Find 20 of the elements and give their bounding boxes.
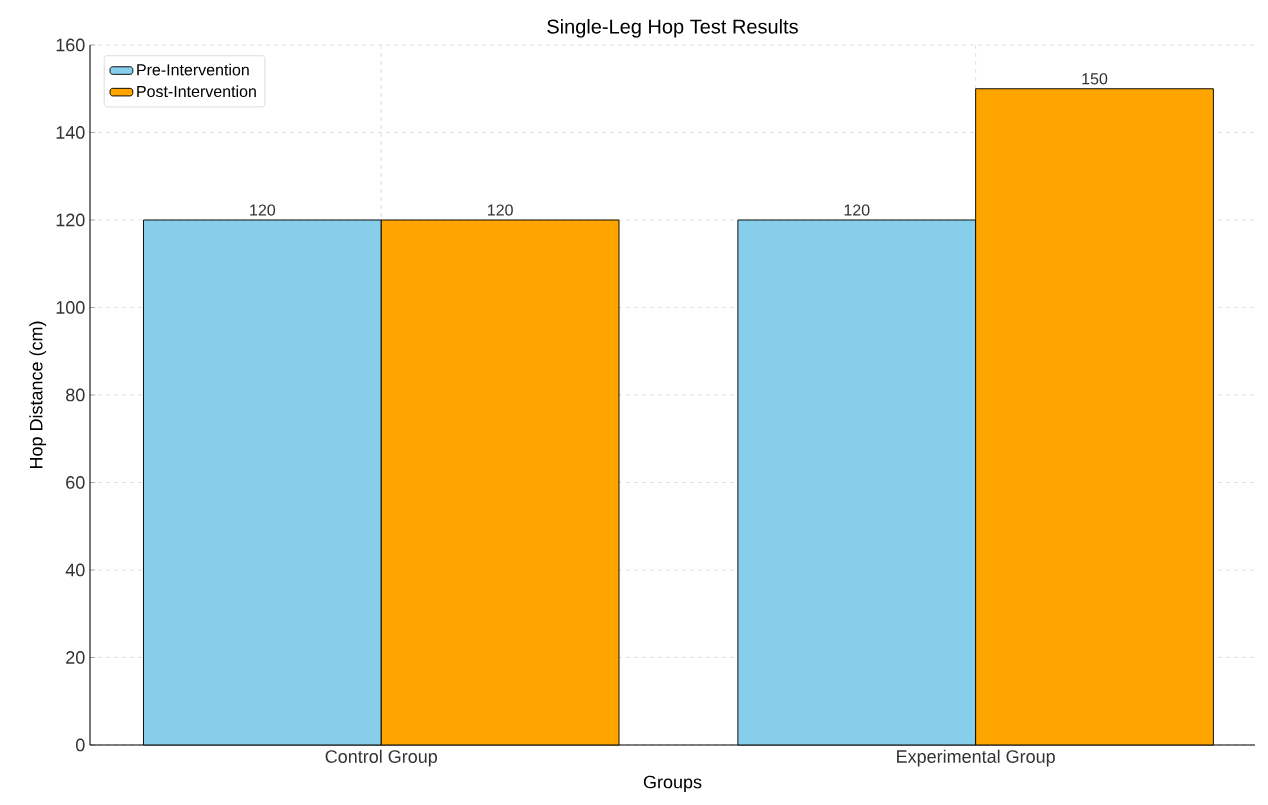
x-tick-label: Control Group — [325, 749, 437, 767]
legend-label: Pre-Intervention — [137, 63, 249, 76]
y-tick-label: 80 — [66, 388, 85, 402]
y-tick-label: 140 — [56, 126, 85, 139]
data-label: 150 — [1082, 73, 1108, 85]
y-tick-label: 60 — [66, 476, 85, 489]
data-label: 120 — [250, 204, 276, 216]
x-axis-title: Groups — [643, 775, 702, 792]
y-tick-label: 160 — [56, 38, 85, 52]
x-tick-label: Experimental Group — [897, 749, 1055, 767]
y-tick-label: 120 — [56, 213, 85, 227]
y-axis-title: Hop Distance (cm) — [29, 321, 47, 469]
y-tick-label: 40 — [65, 563, 85, 577]
y-tick-label: 100 — [56, 301, 85, 314]
legend-label: Post-Intervention — [137, 85, 256, 98]
data-label: 120 — [844, 204, 870, 216]
chart-title: Single-Leg Hop Test Results — [547, 18, 798, 38]
data-label: 120 — [488, 204, 513, 216]
y-tick-label: 20 — [66, 651, 85, 664]
y-tick-label: 0 — [75, 738, 85, 752]
